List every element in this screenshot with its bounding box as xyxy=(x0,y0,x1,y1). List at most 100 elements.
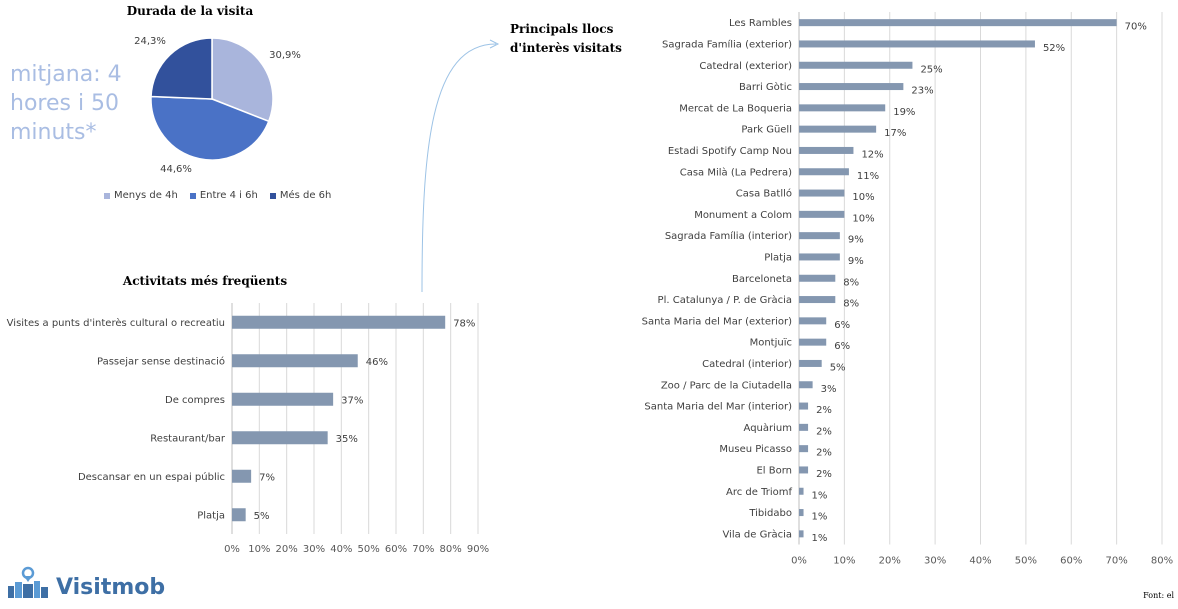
bar xyxy=(232,392,334,406)
category-label: Barceloneta xyxy=(732,274,792,285)
activities-bar-chart: 0% 10% 20% 30% 40% 50% 60% 70% 80% 90% Visites a p… xyxy=(7,303,489,555)
bar xyxy=(799,274,836,282)
bar xyxy=(799,232,840,240)
x-tick-label: 30% xyxy=(924,556,946,567)
bar-value-label: 23% xyxy=(911,86,933,97)
bar-value-label: 9% xyxy=(848,256,864,267)
category-label: Sagrada Família (exterior) xyxy=(662,38,792,50)
bar xyxy=(799,168,849,176)
legend-label: Menys de 4h xyxy=(114,190,178,201)
category-label: Santa Maria del Mar (exterior) xyxy=(642,316,792,327)
city-pin-icon xyxy=(8,566,48,598)
bar-value-label: 78% xyxy=(453,318,475,329)
bar xyxy=(799,83,904,91)
source-note: Font: el xyxy=(1143,591,1174,600)
category-label: De compres xyxy=(165,395,225,406)
legend-label: Entre 4 i 6h xyxy=(199,190,258,201)
category-label: Catedral (interior) xyxy=(702,359,792,370)
bar-value-label: 11% xyxy=(857,171,879,182)
bar xyxy=(799,509,804,517)
bar-value-label: 6% xyxy=(834,320,850,331)
bar xyxy=(799,338,827,346)
category-label: Tibidabo xyxy=(748,508,792,519)
category-label: Casa Milà (La Pedrera) xyxy=(680,166,792,178)
x-tick-label: 70% xyxy=(412,544,434,555)
bar xyxy=(799,296,836,304)
x-tick-label: 50% xyxy=(358,544,380,555)
bar-value-label: 12% xyxy=(861,149,883,160)
pie-slice xyxy=(211,37,274,123)
x-tick-label: 80% xyxy=(440,544,462,555)
bar-value-label: 8% xyxy=(843,299,859,310)
bar-value-label: 5% xyxy=(254,511,270,522)
average-duration-note: mitjana: 4 hores i 50 minuts* xyxy=(10,62,122,145)
x-tick-label: 90% xyxy=(467,544,489,555)
bar-value-label: 8% xyxy=(843,277,859,288)
category-label: Sagrada Família (interior) xyxy=(665,230,792,242)
bar-value-label: 2% xyxy=(816,426,832,437)
category-label: Descansar en un espai públic xyxy=(78,471,225,483)
activities-chart-title: Activitats més freqüents xyxy=(122,274,288,288)
bar xyxy=(799,125,877,133)
bar-value-label: 52% xyxy=(1043,43,1065,54)
bar xyxy=(799,381,813,389)
bar xyxy=(799,487,804,495)
category-label: Arc de Triomf xyxy=(726,487,792,498)
category-label: Zoo / Parc de la Ciutadella xyxy=(661,380,792,391)
category-label: Santa Maria del Mar (interior) xyxy=(644,402,792,413)
places-title-line2: d'interès visitats xyxy=(510,41,622,55)
category-label: Monument a Colom xyxy=(694,210,792,221)
bar xyxy=(799,402,809,410)
bar xyxy=(799,359,822,367)
bar xyxy=(232,508,246,522)
bar-value-label: 10% xyxy=(852,213,874,224)
category-label: Estadi Spotify Camp Nou xyxy=(668,146,792,157)
x-tick-label: 0% xyxy=(791,556,807,567)
category-label: Park Güell xyxy=(741,125,792,136)
bar-value-label: 25% xyxy=(920,64,942,75)
legend-item-4-6h: Entre 4 i 6h xyxy=(189,190,258,201)
x-tick-label: 30% xyxy=(303,544,325,555)
bar-value-label: 2% xyxy=(816,405,832,416)
pie-data-label: 24,3% xyxy=(134,36,166,47)
bar xyxy=(799,104,886,112)
x-tick-label: 20% xyxy=(276,544,298,555)
category-label: Platja xyxy=(764,252,792,263)
category-label: Pl. Catalunya / P. de Gràcia xyxy=(658,294,792,306)
category-label: Montjuïc xyxy=(750,338,792,349)
category-label: Barri Gòtic xyxy=(739,81,792,93)
category-label: Mercat de La Boqueria xyxy=(679,103,792,114)
bar-value-label: 19% xyxy=(893,107,915,118)
bar-value-label: 17% xyxy=(884,128,906,139)
bar xyxy=(799,189,845,197)
pie-slice xyxy=(150,37,213,100)
places-bar-chart: 0% 10% 20% 30% 40% 50% 60% 70% 80% Les Rambles 70%… xyxy=(642,12,1173,567)
bar xyxy=(799,317,827,325)
category-label: Casa Batlló xyxy=(736,188,792,200)
bar xyxy=(799,19,1117,27)
category-label: El Born xyxy=(756,465,792,476)
x-tick-label: 0% xyxy=(224,544,240,555)
bar-value-label: 1% xyxy=(812,512,828,523)
bar-value-label: 1% xyxy=(812,490,828,501)
bar xyxy=(799,210,845,218)
bar-value-label: 70% xyxy=(1125,22,1147,33)
x-tick-label: 60% xyxy=(1060,556,1082,567)
x-tick-label: 60% xyxy=(385,544,407,555)
category-label: Aquàrium xyxy=(744,422,792,434)
bar xyxy=(232,354,358,368)
x-tick-label: 70% xyxy=(1106,556,1128,567)
bar-value-label: 6% xyxy=(834,341,850,352)
bar-value-label: 9% xyxy=(848,235,864,246)
category-label: Museu Picasso xyxy=(719,444,792,455)
bar xyxy=(799,445,809,453)
category-label: Passejar sense destinació xyxy=(97,355,225,367)
bar-value-label: 7% xyxy=(259,472,275,483)
pie-chart: 30,9% 44,6% 24,3% xyxy=(134,36,301,175)
places-chart-title: Principals llocs d'interès visitats xyxy=(510,20,630,58)
category-label: Les Rambles xyxy=(729,18,792,29)
category-label: Vila de Gràcia xyxy=(722,528,792,540)
legend-label: Més de 6h xyxy=(279,190,332,201)
visitmob-logo: Visitmob xyxy=(6,566,165,600)
x-tick-label: 10% xyxy=(248,544,270,555)
